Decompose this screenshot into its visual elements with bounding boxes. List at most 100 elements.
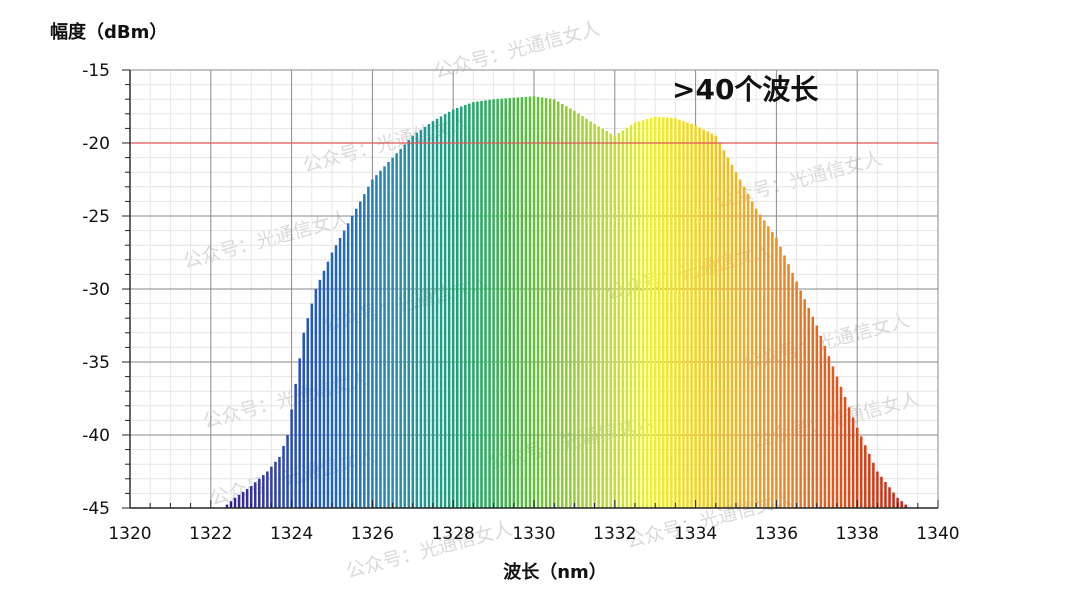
spectrum-bar xyxy=(334,245,338,508)
spectrum-bar xyxy=(387,161,390,509)
spectrum-bar xyxy=(516,97,520,508)
spectrum-bar xyxy=(649,117,653,508)
spectrum-bar xyxy=(791,272,794,508)
spectrum-bar xyxy=(464,105,467,508)
spectrum-bar xyxy=(653,116,657,508)
spectrum-bar xyxy=(556,101,560,508)
y-axis-title: 幅度（dBm） xyxy=(50,21,167,43)
spectrum-bar xyxy=(686,122,689,508)
spectrum-bar xyxy=(508,98,512,509)
spectrum-bar xyxy=(763,220,766,508)
spectrum-bar xyxy=(354,208,358,508)
tick-labels: 1320 1322 1324 1326 1328 1330 1332 1334 1336 1338… xyxy=(82,61,959,544)
y-tick-label: -40 xyxy=(82,426,110,446)
spectrum-bar xyxy=(306,318,310,508)
spectrum-bar xyxy=(714,135,718,508)
spectrum-bar xyxy=(662,117,665,508)
spectrum-bar xyxy=(803,299,806,508)
spectrum-bar xyxy=(884,482,887,508)
spectrum-bar xyxy=(371,179,374,508)
spectrum-bar xyxy=(581,116,584,509)
spectrum-bar xyxy=(552,99,556,508)
spectrum-bar xyxy=(468,103,471,508)
spectrum-bar xyxy=(528,96,532,509)
spectrum-bar xyxy=(629,125,633,509)
x-tick-label: 1336 xyxy=(755,524,798,544)
spectrum-bar xyxy=(754,208,758,508)
x-tick-label: 1332 xyxy=(593,524,636,544)
spectrum-bar xyxy=(674,118,677,509)
spectrum-bar xyxy=(835,376,839,508)
spectrum-bar xyxy=(839,386,843,508)
spectrum-bar xyxy=(779,246,782,508)
wavelength-count-annotation: >40个波长 xyxy=(672,73,818,106)
spectrum-bar xyxy=(225,504,229,508)
spectrum-bar xyxy=(799,290,802,508)
spectrum-bar xyxy=(249,486,253,508)
spectrum-bar xyxy=(500,98,503,508)
spectrum-bar xyxy=(314,289,318,508)
spectrum-bar xyxy=(536,96,540,508)
spectrum-bar xyxy=(742,186,746,509)
spectrum-bar xyxy=(621,130,625,508)
spectrum-bar xyxy=(573,110,576,508)
spectrum-bar xyxy=(892,492,895,508)
spectrum-bar xyxy=(750,201,754,508)
spectrum-bar xyxy=(609,133,613,508)
spectrum-bar xyxy=(847,407,851,508)
spectrum-bar xyxy=(326,261,330,508)
spectrum-bar xyxy=(698,127,701,509)
watermark-text: 公众号：光通信女人 xyxy=(432,17,603,83)
spectrum-bar xyxy=(904,504,907,508)
spectrum-bar xyxy=(460,106,463,508)
x-axis-title: 波长（nm） xyxy=(503,561,607,583)
spectrum-bar xyxy=(561,103,564,508)
watermark-text: 公众号：光通信女人 xyxy=(181,207,352,273)
spectrum-bar xyxy=(346,223,350,509)
spectrum-bar xyxy=(855,427,859,508)
spectrum-bar xyxy=(540,97,544,508)
spectrum-bar xyxy=(330,252,334,508)
spectrum-bar xyxy=(411,135,415,508)
spectrum-bar xyxy=(379,170,382,509)
watermark-text: 公众号：光通信女人 xyxy=(201,367,372,433)
spectrum-bar xyxy=(851,417,855,508)
spectrum-bar xyxy=(783,255,786,508)
spectrum-bar xyxy=(439,116,443,508)
y-tick-label: -15 xyxy=(82,61,110,81)
spectrum-bar xyxy=(455,107,459,509)
spectrum-bar xyxy=(488,99,491,508)
spectrum-bar xyxy=(678,119,681,508)
spectrum-bar xyxy=(734,172,738,508)
spectrum-bar xyxy=(807,307,810,508)
spectrum-bar xyxy=(286,435,289,508)
x-tick-label: 1340 xyxy=(916,524,959,544)
spectrum-bar xyxy=(738,179,742,508)
spectrum-bar xyxy=(290,409,293,508)
spectrum-bar xyxy=(843,397,847,508)
spectrum-bar xyxy=(694,125,697,508)
spectrum-bar xyxy=(569,108,572,508)
spectrum-bar xyxy=(233,497,237,508)
spectrum-bar xyxy=(645,119,649,508)
spectrum-bar xyxy=(625,127,629,508)
spectrum-bar xyxy=(548,98,552,508)
spectrum-bar xyxy=(585,118,588,508)
spectrum-bar xyxy=(431,121,435,508)
spectrum-bar xyxy=(577,113,580,509)
x-tick-label: 1324 xyxy=(270,524,313,544)
x-tick-label: 1326 xyxy=(351,524,394,544)
spectrum-bar xyxy=(690,124,693,509)
spectrum-bar xyxy=(880,476,883,508)
spectrum-bar xyxy=(771,232,774,508)
spectrum-bar xyxy=(605,131,608,508)
spectrum-bar xyxy=(342,230,346,508)
spectrum-bar xyxy=(451,109,455,509)
y-tick-label: -35 xyxy=(82,353,110,373)
spectrum-bar xyxy=(338,237,342,508)
spectrum-bar xyxy=(253,482,257,508)
spectrum-bar xyxy=(746,194,750,508)
spectrum-bar xyxy=(589,121,592,508)
spectrum-bar xyxy=(484,100,487,509)
